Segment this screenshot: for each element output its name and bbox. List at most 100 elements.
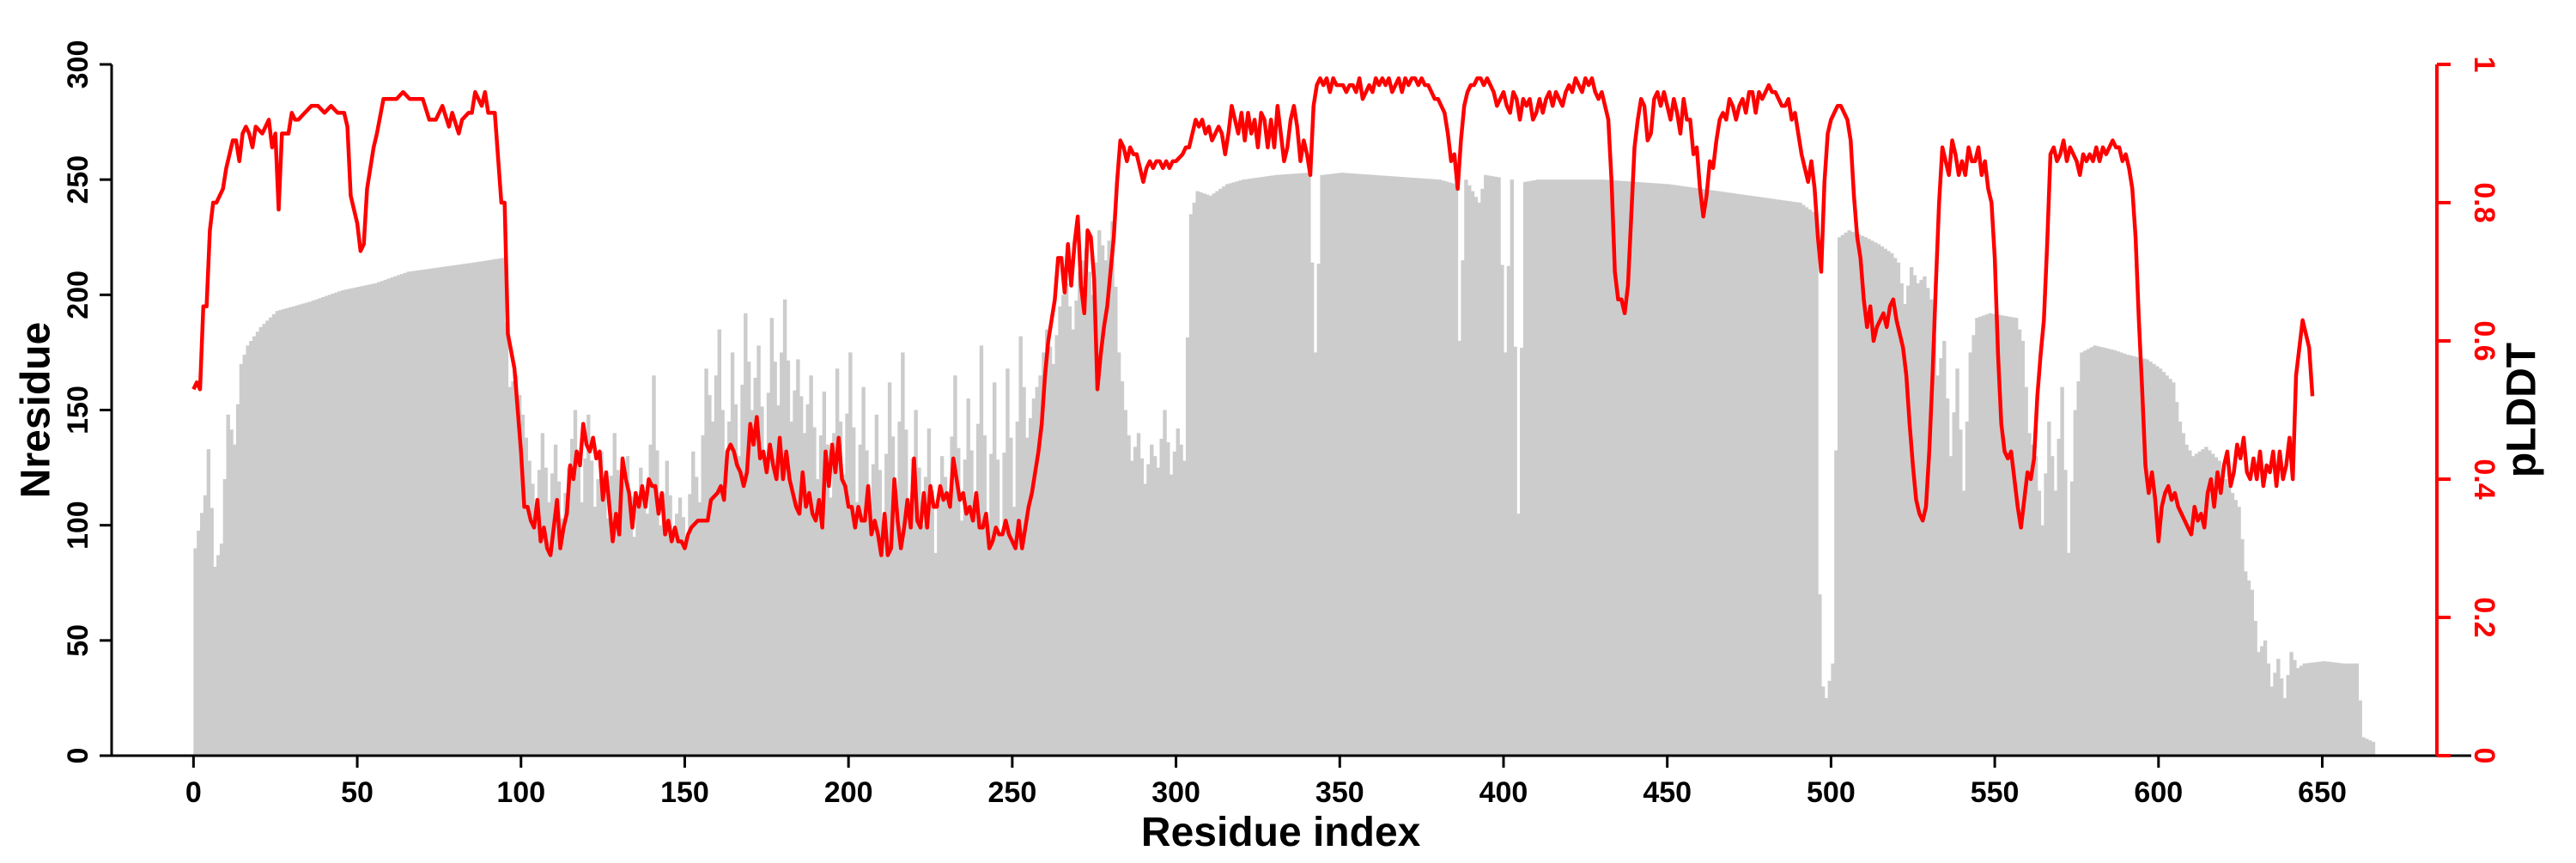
nresidue-bar (491, 259, 495, 756)
nresidue-bar (641, 490, 647, 756)
nresidue-bar (1136, 433, 1141, 756)
x-tick-label: 600 (2134, 776, 2183, 809)
nresidue-bar (514, 375, 519, 756)
nresidue-bar (1981, 315, 1986, 757)
nresidue-bar (1520, 348, 1524, 756)
nresidue-bar (1114, 286, 1118, 756)
nresidue-bar (567, 467, 571, 756)
nresidue-bar (957, 447, 961, 756)
nresidue-bar (1752, 196, 1757, 757)
nresidue-bar (1838, 237, 1842, 756)
nresidue-bar (592, 507, 598, 756)
nresidue-bar (2063, 470, 2068, 756)
nresidue-bar (1680, 185, 1685, 756)
nresidue-bar (1156, 467, 1161, 756)
nresidue-bar (1552, 179, 1557, 757)
nresidue-bar (197, 530, 201, 756)
nresidue-bar (2246, 580, 2251, 756)
nresidue-bar (1205, 194, 1210, 757)
nresidue-bar (560, 518, 564, 756)
nresidue-bar (2033, 456, 2038, 756)
nresidue-bar (2004, 316, 2008, 756)
nresidue-bar (920, 525, 925, 756)
nresidue-bar (1562, 179, 1567, 757)
nresidue-bar (1450, 183, 1455, 756)
nresidue-bar (1513, 346, 1517, 756)
nresidue-bar (252, 336, 257, 756)
nresidue-bar (2338, 663, 2342, 756)
nresidue-bar (419, 270, 423, 757)
nresidue-bar (396, 275, 401, 756)
nresidue-bar (2240, 538, 2245, 756)
nresidue-bar (851, 427, 856, 757)
nresidue-bar (835, 368, 840, 756)
nresidue-bar (724, 490, 728, 756)
nresidue-bar (295, 305, 299, 756)
nresidue-bar (1035, 386, 1039, 756)
nresidue-bar (989, 453, 993, 756)
nresidue-bar (1703, 189, 1708, 756)
nresidue-bar (305, 302, 309, 757)
nresidue-bar (2335, 662, 2340, 756)
nresidue-bar (288, 307, 293, 756)
nresidue-bar (809, 375, 813, 756)
nresidue-bar (2325, 661, 2330, 756)
nresidue-bar (1182, 460, 1187, 756)
nresidue-bar (677, 497, 683, 756)
nresidue-bar (1392, 176, 1396, 756)
nresidue-bar (1526, 181, 1531, 756)
nresidue-bar (884, 453, 889, 756)
nresidue-bar (1408, 177, 1413, 756)
nresidue-bar (1674, 185, 1678, 757)
nresidue-bar (1608, 179, 1613, 756)
nresidue-bar (727, 421, 732, 756)
nresidue-bar (1873, 242, 1878, 756)
nresidue-bar (219, 544, 224, 756)
nresidue-bar (452, 264, 457, 756)
nresidue-bar (242, 355, 246, 756)
nresidue-bar (2073, 410, 2078, 756)
y-left-tick-label: 150 (62, 386, 94, 435)
nresidue-bar (2044, 473, 2048, 756)
nresidue-bar (2263, 640, 2268, 756)
nresidue-bar (2233, 500, 2238, 756)
nresidue-bar (2250, 589, 2255, 756)
nresidue-bar (1127, 435, 1131, 756)
nresidue-bar (1473, 197, 1479, 757)
nresidue-bar (890, 436, 896, 756)
nresidue-bar (1916, 283, 1920, 756)
nresidue-bar (1097, 230, 1102, 756)
nresidue-bar (1595, 179, 1600, 757)
nresidue-bar (2172, 382, 2176, 756)
nresidue-bar (347, 289, 352, 756)
nresidue-bar (258, 326, 264, 756)
nresidue-bar (1650, 183, 1656, 756)
nresidue-bar (226, 414, 230, 756)
nresidue-bar (2116, 351, 2120, 756)
nresidue-bar (946, 497, 951, 756)
nresidue-bar (311, 301, 316, 756)
nresidue-bar (1536, 179, 1540, 757)
nresidue-bar (1935, 375, 1940, 756)
y-left-tick-label: 200 (62, 270, 94, 319)
nresidue-bar (1614, 180, 1619, 757)
nresidue-bar (1054, 335, 1059, 756)
nresidue-bar (1110, 221, 1115, 757)
nresidue-bar (1078, 271, 1082, 756)
nresidue-bar (665, 460, 669, 756)
nresidue-bar (1903, 304, 1907, 756)
nresidue-bar (789, 421, 793, 756)
nresidue-bar (2050, 456, 2055, 756)
nresidue-bar (2122, 353, 2127, 756)
nresidue-bar (1382, 175, 1387, 757)
nresidue-bar (816, 479, 820, 756)
nresidue-bar (717, 329, 722, 756)
nresidue-bar (1746, 195, 1750, 756)
nresidue-bar (796, 359, 800, 756)
nresidue-bar (439, 267, 443, 756)
nresidue-bar (547, 501, 551, 756)
nresidue-bar (246, 345, 250, 756)
nresidue-bar (2076, 380, 2081, 756)
nresidue-bar (307, 301, 313, 756)
nresidue-bar (213, 566, 217, 756)
